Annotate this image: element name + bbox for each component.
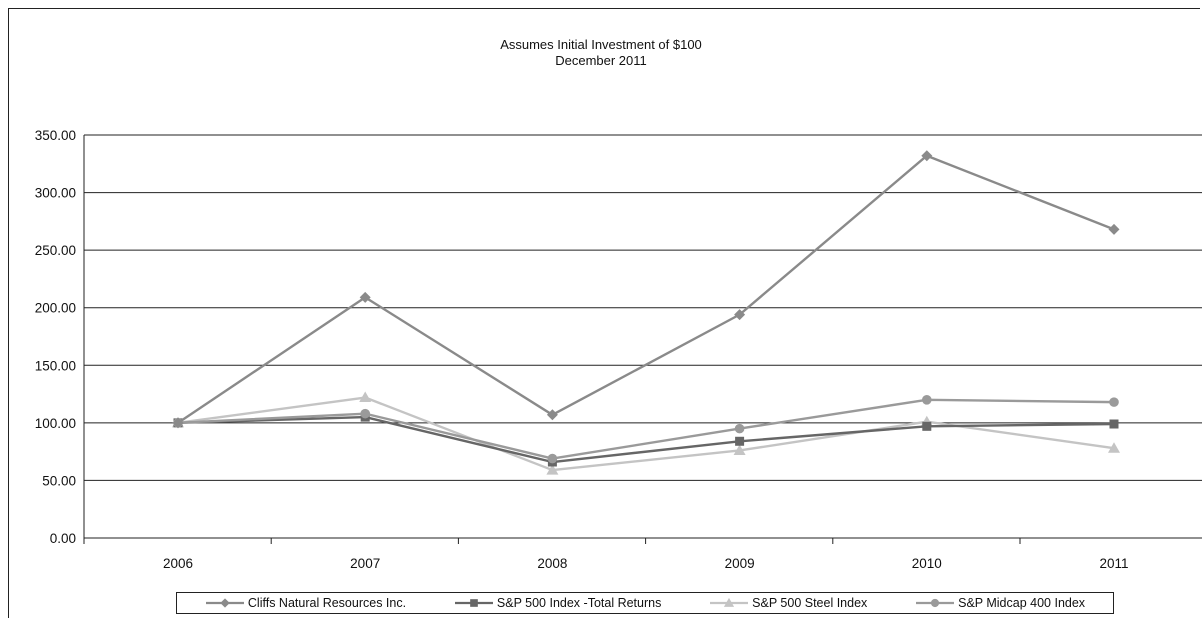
x-tick-label: 2011 [1099, 556, 1128, 571]
series-line-cliffs-natural-resources-inc [177, 154, 1115, 424]
series-line-s-p-500-steel-index [177, 396, 1115, 472]
legend-item-s-p-midcap-400-index: S&P Midcap 400 Index [915, 596, 1085, 610]
legend-item-s-p-500-steel-index: S&P 500 Steel Index [709, 596, 867, 610]
data-point-s-p-midcap-400-index [360, 408, 371, 419]
legend-swatch-marker [931, 598, 940, 608]
chart-subtitle: December 2011 [555, 53, 647, 68]
data-point-cliffs-natural-resources-inc [546, 409, 558, 421]
legend-swatch-marker [470, 599, 478, 607]
chart-frame [8, 8, 1200, 618]
legend-swatch [916, 598, 955, 608]
legend-label: S&P 500 Steel Index [752, 596, 868, 610]
series-line-s-p-500-index-total-returns [177, 415, 1115, 464]
legend-label: Cliffs Natural Resources Inc. [247, 596, 407, 610]
y-tick-label: 300.00 [35, 186, 76, 201]
x-tick-label: 2009 [725, 556, 755, 571]
legend-label: S&P 500 Index -Total Returns [496, 596, 662, 610]
data-point-cliffs-natural-resources-inc [172, 417, 184, 429]
data-point-s-p-500-steel-index [359, 391, 372, 403]
data-point-cliffs-natural-resources-inc [359, 291, 371, 303]
x-tick-label: 2010 [912, 556, 942, 571]
data-point-s-p-500-steel-index [546, 464, 559, 475]
chart-legend: Cliffs Natural Resources Inc. S&P 500 Ind… [176, 592, 1114, 614]
data-point-s-p-midcap-400-index [734, 423, 745, 434]
y-tick-label: 100.00 [35, 416, 76, 431]
chart-title: Assumes Initial Investment of $100 [500, 37, 702, 52]
x-tick-label: 2006 [163, 556, 193, 571]
data-point-s-p-500-index-total-returns [922, 421, 932, 431]
data-point-s-p-500-index-total-returns [1109, 419, 1119, 429]
data-point-cliffs-natural-resources-inc [1108, 223, 1120, 235]
legend-swatch [454, 599, 493, 607]
data-point-s-p-midcap-400-index [922, 395, 932, 405]
legend-item-cliffs-natural-resources-inc: Cliffs Natural Resources Inc. [205, 596, 406, 610]
legend-swatch-marker [724, 597, 735, 607]
x-tick-label: 2007 [350, 556, 380, 571]
data-point-s-p-midcap-400-index [547, 453, 558, 464]
x-tick-label: 2008 [537, 556, 567, 571]
y-tick-label: 350.00 [35, 128, 76, 143]
legend-label: S&P Midcap 400 Index [958, 596, 1086, 610]
data-point-s-p-500-steel-index [733, 444, 746, 455]
y-tick-label: 250.00 [35, 243, 76, 258]
data-point-cliffs-natural-resources-inc [734, 309, 746, 321]
data-point-cliffs-natural-resources-inc [921, 150, 933, 162]
series-line-s-p-midcap-400-index [177, 398, 1115, 460]
y-tick-label: 50.00 [42, 473, 76, 488]
legend-swatch [710, 597, 749, 607]
data-point-s-p-500-index-total-returns [735, 436, 745, 446]
y-tick-label: 150.00 [35, 358, 76, 373]
data-point-s-p-500-steel-index [1108, 442, 1120, 453]
y-tick-label: 200.00 [35, 301, 76, 316]
legend-swatch-marker [220, 598, 230, 608]
y-tick-label: 0.00 [50, 531, 76, 546]
data-point-s-p-midcap-400-index [1109, 397, 1119, 407]
legend-swatch [205, 598, 244, 608]
legend-item-s-p-500-index-total-returns: S&P 500 Index -Total Returns [454, 596, 661, 610]
